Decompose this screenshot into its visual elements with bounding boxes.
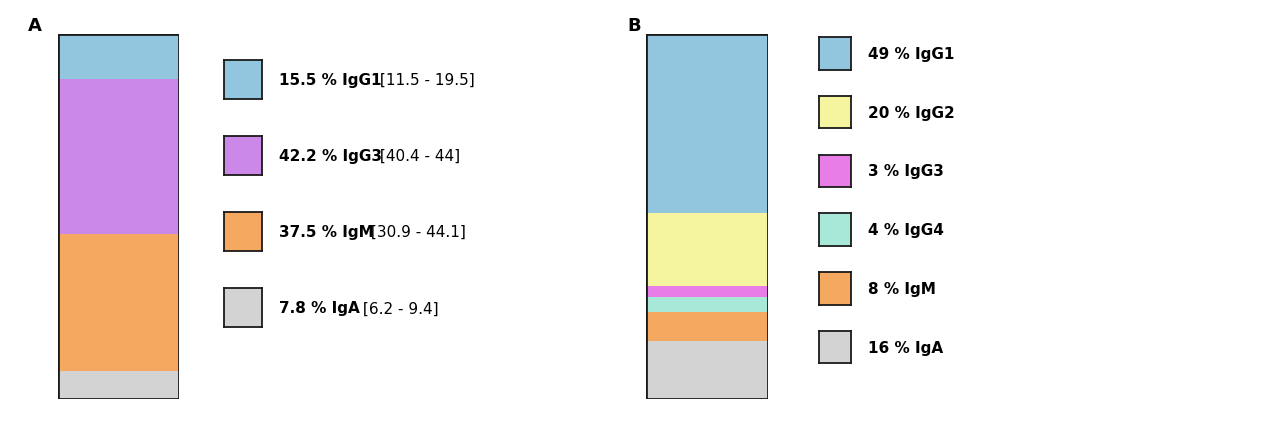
Text: [11.5 - 19.5]: [11.5 - 19.5]: [375, 73, 475, 88]
Text: [6.2 - 9.4]: [6.2 - 9.4]: [357, 301, 438, 316]
Bar: [58, 80, 179, 234]
Text: 4 % IgG4: 4 % IgG4: [868, 223, 943, 237]
Text: 37.5 % IgM: 37.5 % IgM: [279, 225, 374, 240]
Text: B: B: [627, 17, 641, 35]
Text: 8 % IgM: 8 % IgM: [868, 281, 936, 296]
Bar: [646, 286, 768, 297]
Bar: [58, 24, 179, 80]
Bar: [646, 214, 768, 286]
Bar: [646, 297, 768, 312]
Text: 7.8 % IgA: 7.8 % IgA: [279, 301, 360, 316]
Bar: [646, 341, 768, 399]
Bar: [646, 35, 768, 214]
Text: 15.5 % IgG1: 15.5 % IgG1: [279, 73, 381, 88]
Text: [30.9 - 44.1]: [30.9 - 44.1]: [366, 225, 466, 240]
Text: 20 % IgG2: 20 % IgG2: [868, 105, 955, 120]
Text: [40.4 - 44]: [40.4 - 44]: [375, 149, 461, 164]
Bar: [58, 371, 179, 399]
Text: 42.2 % IgG3: 42.2 % IgG3: [279, 149, 381, 164]
Bar: [58, 234, 179, 371]
Text: A: A: [28, 17, 42, 35]
Text: 3 % IgG3: 3 % IgG3: [868, 164, 943, 179]
Bar: [646, 312, 768, 341]
Text: 49 % IgG1: 49 % IgG1: [868, 47, 954, 62]
Text: 16 % IgA: 16 % IgA: [868, 340, 943, 355]
